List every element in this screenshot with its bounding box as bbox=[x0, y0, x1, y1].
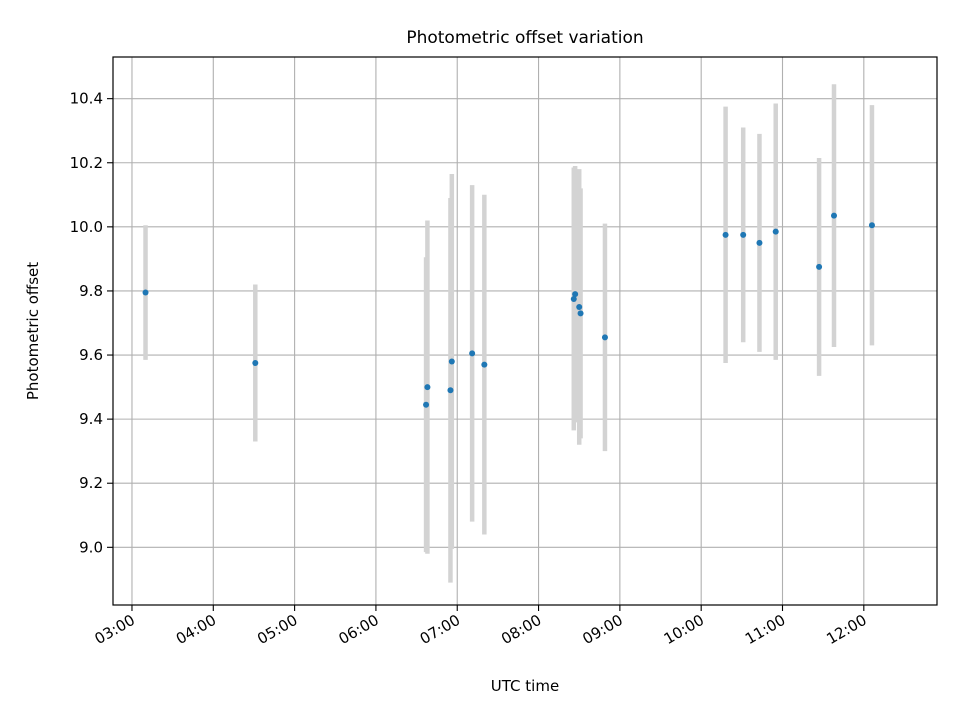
data-point bbox=[481, 361, 488, 368]
y-tick-label: 10.2 bbox=[70, 154, 103, 172]
chart-title: Photometric offset variation bbox=[406, 28, 643, 48]
y-tick-label: 9.4 bbox=[79, 410, 103, 428]
data-point bbox=[772, 228, 779, 235]
x-tick-label: 10:00 bbox=[661, 611, 707, 648]
y-tick-label: 9.2 bbox=[79, 474, 103, 492]
data-point bbox=[740, 231, 747, 238]
x-tick-label: 05:00 bbox=[254, 611, 300, 648]
data-point bbox=[831, 212, 837, 219]
data-point bbox=[142, 289, 149, 296]
data-point bbox=[572, 291, 579, 298]
data-point bbox=[756, 239, 763, 246]
data-point bbox=[424, 384, 431, 391]
x-tick-label: 11:00 bbox=[742, 611, 788, 648]
y-tick-label: 9.6 bbox=[79, 346, 103, 364]
x-tick-label: 04:00 bbox=[173, 611, 219, 648]
y-tick-label: 10.4 bbox=[70, 90, 103, 108]
data-point bbox=[252, 360, 259, 367]
x-tick-label: 07:00 bbox=[417, 611, 463, 648]
data-point bbox=[447, 387, 454, 394]
data-point bbox=[576, 303, 583, 310]
data-point bbox=[722, 231, 729, 238]
x-tick-label: 03:00 bbox=[92, 611, 138, 648]
x-axis-ticks: 03:00 04:00 05:00 06:00 07:00 08:00 09:00 10:00… bbox=[92, 605, 870, 648]
x-axis-label: UTC time bbox=[491, 677, 559, 695]
data-point bbox=[601, 334, 608, 341]
data-point bbox=[868, 222, 875, 229]
x-tick-label: 09:00 bbox=[579, 611, 625, 648]
data-points bbox=[142, 212, 875, 408]
y-axis-ticks: 9.0 9.2 9.4 9.6 9.8 10.0 10.2 10.4 bbox=[70, 90, 113, 556]
data-point bbox=[448, 358, 455, 365]
y-axis-label: Photometric offset bbox=[24, 262, 42, 400]
y-tick-label: 9.8 bbox=[79, 282, 103, 300]
x-tick-label: 12:00 bbox=[823, 611, 869, 648]
error-bars bbox=[143, 84, 875, 583]
x-tick-label: 06:00 bbox=[335, 611, 381, 648]
y-tick-label: 9.0 bbox=[79, 538, 103, 556]
data-point bbox=[469, 350, 476, 357]
grid-lines bbox=[113, 57, 937, 605]
data-point bbox=[816, 263, 823, 270]
x-tick-label: 08:00 bbox=[498, 611, 544, 648]
y-tick-label: 10.0 bbox=[70, 218, 103, 236]
data-point bbox=[570, 295, 577, 302]
data-point bbox=[577, 310, 584, 317]
data-point bbox=[423, 401, 430, 408]
plot-frame bbox=[112, 56, 938, 606]
